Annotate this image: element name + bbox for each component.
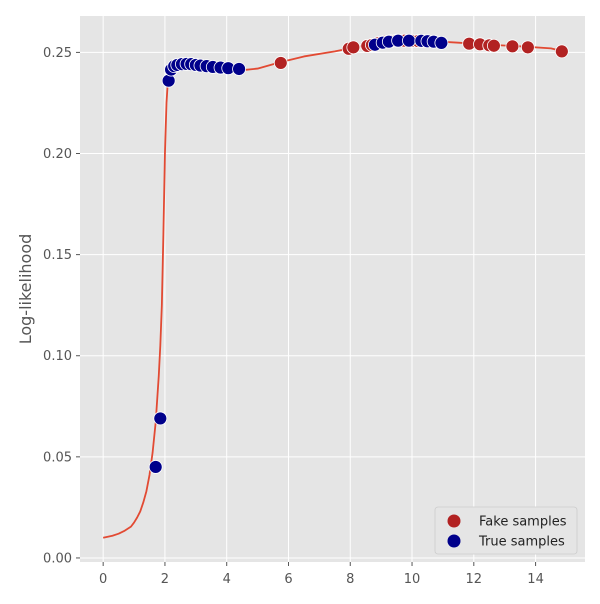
true-sample-point [153,411,168,426]
x-tick-label: 8 [346,572,354,587]
y-tick-label: 0.05 [43,450,72,465]
x-tick-label: 0 [99,572,107,587]
true-sample-point [402,33,416,48]
legend-label-fake-samples: Fake samples [479,515,567,530]
true-sample-point [434,35,449,50]
legend-marker-fake-samples [447,514,461,528]
x-tick-label: 4 [223,572,231,587]
x-tick-label: 12 [466,572,483,587]
y-axis-label: Log-likelihood [16,234,35,345]
legend: Fake samples True samples [434,506,578,555]
fake-sample-point [505,39,520,54]
legend-label-true-samples: True samples [478,535,565,550]
y-tick-label: 0.25 [43,46,72,61]
y-tick-label: 0.10 [43,349,72,364]
axes: 0 2 4 6 8 10 12 14 0.00 0.05 0.10 0.15 0.20 0.25 [43,46,544,587]
y-tick-label: 0.20 [43,147,72,162]
y-tick-label: 0.00 [43,551,72,566]
x-tick-label: 10 [404,572,421,587]
fake-sample-point [486,38,501,53]
x-tick-label: 14 [527,572,544,587]
true-sample-point [232,62,246,76]
fake-sample-point [273,56,288,70]
y-tick-label: 0.15 [43,248,72,263]
legend-box [434,506,578,555]
fake-sample-point [554,44,569,59]
scatter-points-layer [148,33,569,474]
x-tick-label: 6 [284,572,292,587]
legend-marker-true-samples [447,534,461,548]
fake-sample-point [520,40,535,55]
plot-area [80,16,585,562]
true-sample-point [148,460,163,474]
x-tick-label: 2 [161,572,169,587]
fake-sample-point [346,40,361,55]
